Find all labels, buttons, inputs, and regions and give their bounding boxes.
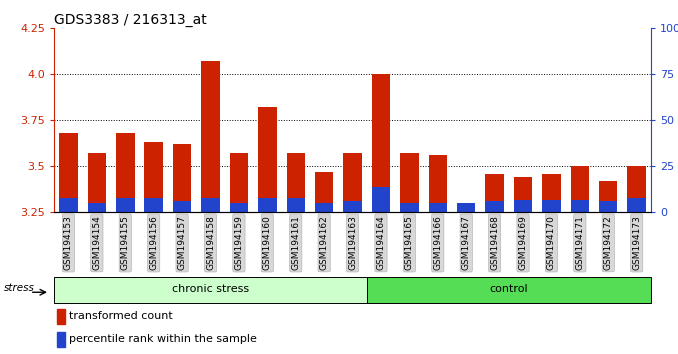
Text: GSM194166: GSM194166 [433, 216, 442, 270]
Text: chronic stress: chronic stress [172, 284, 249, 294]
Bar [116, 133, 134, 212]
Bar [144, 198, 163, 212]
Text: GSM194163: GSM194163 [348, 216, 357, 270]
Bar [457, 209, 475, 212]
Bar [485, 201, 504, 212]
Text: stress: stress [4, 282, 35, 293]
Bar [372, 187, 391, 212]
Bar [400, 154, 418, 212]
Text: GSM194165: GSM194165 [405, 216, 414, 270]
Text: GSM194161: GSM194161 [292, 216, 300, 270]
Text: GSM194170: GSM194170 [547, 216, 556, 270]
Bar [428, 203, 447, 212]
Bar [315, 203, 334, 212]
Text: GSM194159: GSM194159 [235, 216, 243, 270]
Text: transformed count: transformed count [69, 312, 173, 321]
Bar [59, 133, 78, 212]
Bar [372, 74, 391, 212]
Bar [599, 201, 618, 212]
Bar [542, 174, 561, 212]
Text: GSM194156: GSM194156 [149, 216, 158, 270]
Text: GSM194164: GSM194164 [376, 216, 386, 270]
Bar [485, 174, 504, 212]
Bar [599, 181, 618, 212]
Bar [57, 309, 64, 324]
Bar [400, 203, 418, 212]
Bar [57, 332, 64, 347]
Text: GSM194171: GSM194171 [576, 216, 584, 270]
Bar [230, 154, 248, 212]
Bar [59, 198, 78, 212]
Bar [258, 198, 277, 212]
Bar [571, 200, 589, 212]
Text: GSM194168: GSM194168 [490, 216, 499, 270]
Text: GSM194169: GSM194169 [519, 216, 527, 270]
Text: GSM194154: GSM194154 [92, 216, 101, 270]
Bar [230, 203, 248, 212]
Bar [201, 62, 220, 212]
Bar [201, 198, 220, 212]
Text: GSM194158: GSM194158 [206, 216, 215, 270]
Text: GSM194162: GSM194162 [319, 216, 329, 270]
Text: GSM194160: GSM194160 [263, 216, 272, 270]
Bar [428, 155, 447, 212]
Bar [457, 203, 475, 212]
Bar [343, 201, 362, 212]
Bar [627, 198, 646, 212]
Bar [514, 200, 532, 212]
Bar [627, 166, 646, 212]
Bar [173, 201, 191, 212]
Text: GSM194155: GSM194155 [121, 216, 129, 270]
FancyBboxPatch shape [367, 277, 651, 303]
Text: percentile rank within the sample: percentile rank within the sample [69, 335, 257, 344]
Bar [571, 166, 589, 212]
Bar [144, 142, 163, 212]
FancyBboxPatch shape [54, 277, 367, 303]
Bar [287, 198, 305, 212]
Text: GSM194172: GSM194172 [604, 216, 613, 270]
Bar [173, 144, 191, 212]
Bar [343, 154, 362, 212]
Text: GSM194153: GSM194153 [64, 216, 73, 270]
Bar [514, 177, 532, 212]
Text: GSM194167: GSM194167 [462, 216, 471, 270]
Text: GDS3383 / 216313_at: GDS3383 / 216313_at [54, 13, 207, 27]
Bar [87, 203, 106, 212]
Text: GSM194157: GSM194157 [178, 216, 186, 270]
Bar [542, 200, 561, 212]
Bar [287, 154, 305, 212]
Bar [87, 154, 106, 212]
Text: control: control [490, 284, 528, 294]
Bar [315, 172, 334, 212]
Bar [116, 198, 134, 212]
Bar [258, 108, 277, 212]
Text: GSM194173: GSM194173 [632, 216, 641, 270]
